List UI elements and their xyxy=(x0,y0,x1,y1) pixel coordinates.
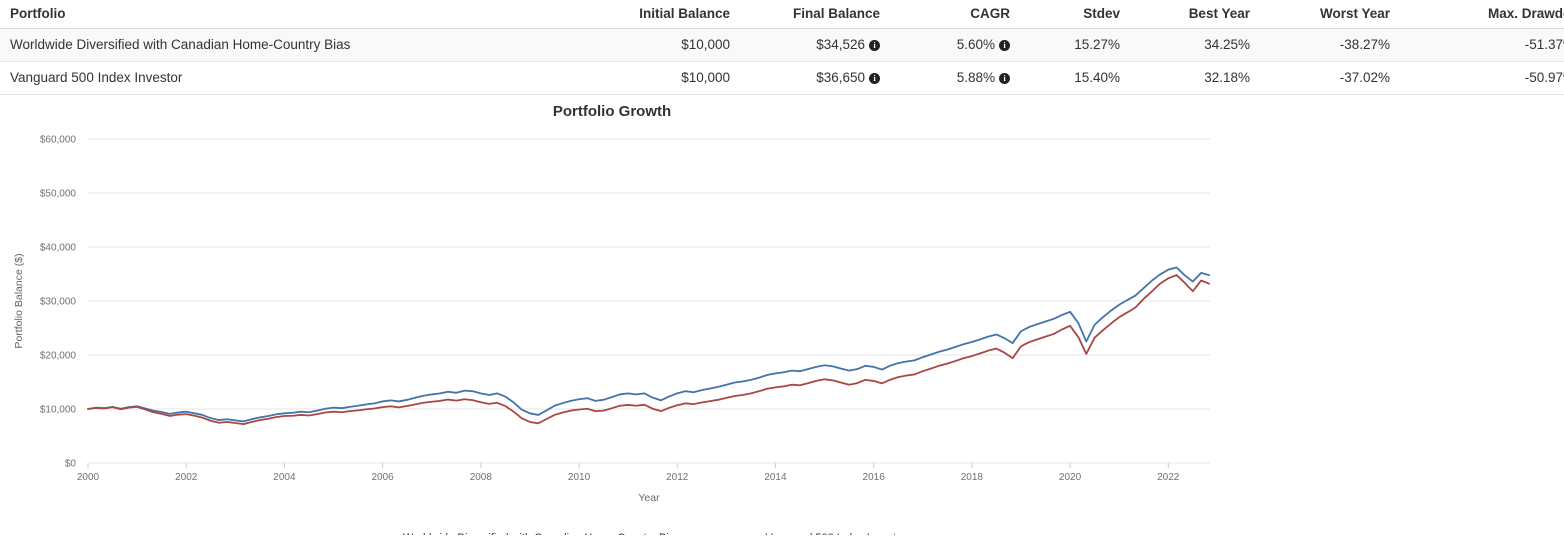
x-axis-tick-label: 2022 xyxy=(1157,472,1180,483)
table-row: Worldwide Diversified with Canadian Home… xyxy=(0,28,1564,62)
portfolio-metrics-table: Portfolio Initial Balance Final Balance … xyxy=(0,0,1564,95)
column-header-portfolio: Portfolio xyxy=(0,0,580,29)
cell-best-year: 32.18% xyxy=(1130,61,1260,95)
x-axis-tick-label: 2014 xyxy=(764,472,787,483)
y-axis-title: Portfolio Balance ($) xyxy=(13,253,25,348)
cell-final-balance-value: $36,650 xyxy=(816,70,865,85)
portfolio-growth-chart: Portfolio Growth $0 $10,000 $20,000 $30,000… xyxy=(0,95,1564,535)
info-icon[interactable]: i xyxy=(999,73,1010,84)
cell-best-year: 34.25% xyxy=(1130,28,1260,62)
chart-canvas: $0 $10,000 $20,000 $30,000 $40,000 $50,000 $60… xyxy=(13,135,1210,535)
column-header-stdev: Stdev xyxy=(1020,0,1130,29)
info-icon[interactable]: i xyxy=(869,40,880,51)
cell-final-balance-value: $34,526 xyxy=(816,37,865,52)
cell-max-drawdown: -50.97%i xyxy=(1400,61,1564,95)
y-axis-tick-label: $40,000 xyxy=(40,243,77,254)
table-header-row: Portfolio Initial Balance Final Balance … xyxy=(0,0,1564,29)
legend-label-1[interactable]: Worldwide Diversified with Canadian Home… xyxy=(403,532,681,535)
column-header-best-year: Best Year xyxy=(1130,0,1260,29)
cell-max-drawdown-value: -51.37% xyxy=(1524,37,1564,52)
x-axis-tick-label: 2018 xyxy=(961,472,984,483)
cell-cagr-value: 5.88% xyxy=(956,70,995,85)
x-axis-tick-label: 2016 xyxy=(863,472,886,483)
cell-stdev: 15.27% xyxy=(1020,28,1130,62)
cell-max-drawdown: -51.37%i xyxy=(1400,28,1564,62)
cell-final-balance: $36,650 i xyxy=(740,61,890,95)
y-axis-tick-label: $0 xyxy=(65,459,77,470)
x-axis-tick-label: 2002 xyxy=(175,472,198,483)
y-axis-tick-label: $30,000 xyxy=(40,297,77,308)
column-header-worst-year: Worst Year xyxy=(1260,0,1400,29)
y-axis-tick-label: $50,000 xyxy=(40,189,77,200)
series-line-2 xyxy=(87,274,1210,426)
y-axis-tick-label: $10,000 xyxy=(40,405,77,416)
column-header-final-balance: Final Balance xyxy=(740,0,890,29)
x-axis-tick-label: 2010 xyxy=(568,472,591,483)
info-icon[interactable]: i xyxy=(999,40,1010,51)
column-header-cagr: CAGR xyxy=(890,0,1020,29)
column-header-max-drawdown: Max. Drawdown xyxy=(1400,0,1564,29)
x-axis-title: Year xyxy=(638,492,660,504)
cell-portfolio-name: Worldwide Diversified with Canadian Home… xyxy=(0,28,580,62)
x-axis-tick-label: 2000 xyxy=(77,472,100,483)
y-axis-tick-label: $20,000 xyxy=(40,351,77,362)
chart-title: Portfolio Growth xyxy=(552,103,672,120)
x-axis-tick-label: 2008 xyxy=(470,472,493,483)
cell-final-balance: $34,526 i xyxy=(740,28,890,62)
x-axis-tick-label: 2004 xyxy=(273,472,296,483)
series-line-1 xyxy=(87,266,1210,423)
legend-label-2[interactable]: Vanguard 500 Index Investor xyxy=(765,532,906,535)
cell-initial-balance: $10,000 xyxy=(580,28,740,62)
cell-portfolio-name: Vanguard 500 Index Investor xyxy=(0,61,580,95)
y-axis-tick-label: $60,000 xyxy=(40,135,77,146)
cell-stdev: 15.40% xyxy=(1020,61,1130,95)
cell-worst-year: -37.02% xyxy=(1260,61,1400,95)
cell-max-drawdown-value: -50.97% xyxy=(1524,70,1564,85)
x-axis-tick-label: 2020 xyxy=(1059,472,1082,483)
x-axis-tick-label: 2006 xyxy=(371,472,394,483)
cell-worst-year: -38.27% xyxy=(1260,28,1400,62)
table-row: Vanguard 500 Index Investor $10,000 $36,… xyxy=(0,61,1564,95)
cell-initial-balance: $10,000 xyxy=(580,61,740,95)
cell-cagr: 5.88% i xyxy=(890,61,1020,95)
info-icon[interactable]: i xyxy=(869,73,880,84)
column-header-initial-balance: Initial Balance xyxy=(580,0,740,29)
cell-cagr-value: 5.60% xyxy=(956,37,995,52)
x-axis-tick-label: 2012 xyxy=(666,472,689,483)
cell-cagr: 5.60% i xyxy=(890,28,1020,62)
